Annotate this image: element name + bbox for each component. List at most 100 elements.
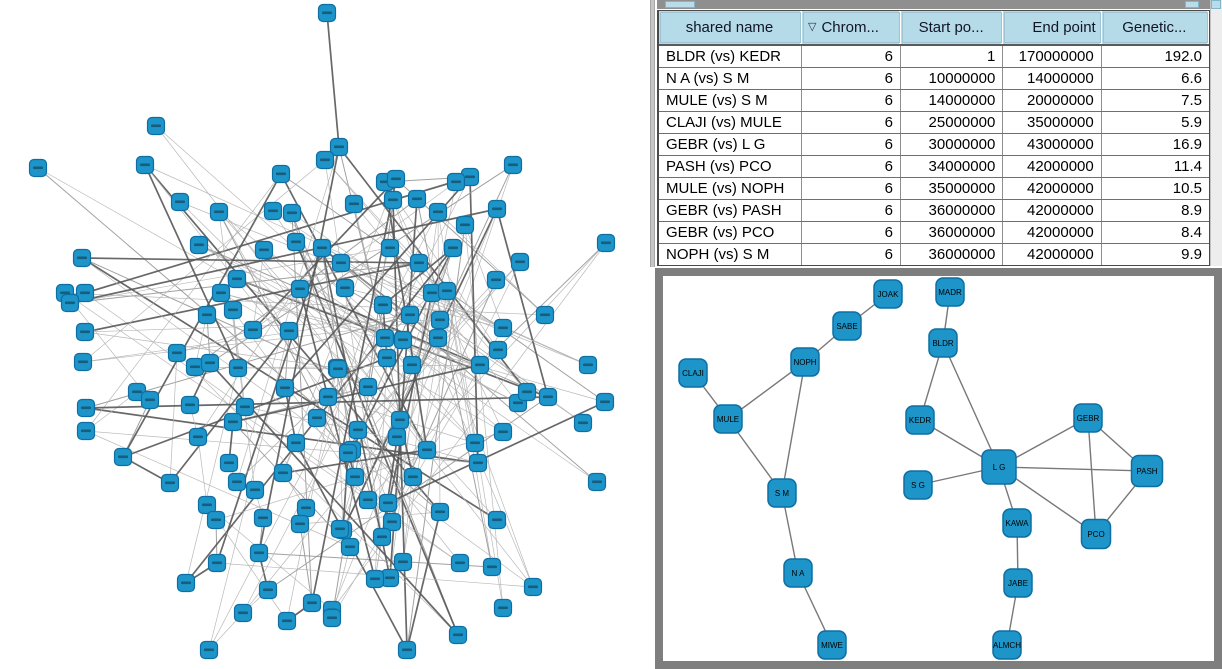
network-node[interactable] bbox=[382, 512, 402, 532]
network-edge[interactable] bbox=[242, 176, 471, 614]
network-node[interactable] bbox=[428, 328, 448, 348]
network-edge[interactable] bbox=[198, 244, 519, 404]
network-edge[interactable] bbox=[258, 146, 340, 554]
network-edge[interactable] bbox=[176, 329, 254, 354]
table-cell[interactable]: 42000000 bbox=[1003, 200, 1102, 221]
table-cell[interactable]: 36000000 bbox=[901, 244, 1004, 265]
network-node[interactable] bbox=[227, 269, 247, 289]
network-node[interactable] bbox=[338, 443, 358, 463]
network-node[interactable] bbox=[335, 278, 355, 298]
table-row[interactable]: GEBR (vs) L G 6 30000000 43000000 16.9 bbox=[659, 134, 1209, 156]
table-cell[interactable]: 5.9 bbox=[1181, 114, 1202, 131]
network-edge[interactable] bbox=[82, 159, 326, 363]
network-node[interactable] bbox=[493, 422, 513, 442]
column-header-shared-name[interactable]: shared name bbox=[659, 11, 802, 44]
subnetwork-node-PCO[interactable]: PCO bbox=[1080, 518, 1112, 550]
table-cell[interactable]: 6 bbox=[802, 46, 901, 67]
table-row[interactable]: PASH (vs) PCO 6 34000000 42000000 11.4 bbox=[659, 156, 1209, 178]
network-node[interactable] bbox=[487, 199, 507, 219]
network-node[interactable] bbox=[330, 519, 350, 539]
network-node[interactable] bbox=[430, 502, 450, 522]
table-cell[interactable]: N A (vs) S M bbox=[659, 68, 802, 89]
table-cell[interactable]: MULE (vs) NOPH bbox=[659, 178, 802, 199]
network-edge[interactable] bbox=[232, 364, 481, 423]
table-cell[interactable]: 6 bbox=[802, 222, 901, 243]
network-node[interactable] bbox=[146, 116, 166, 136]
network-node[interactable] bbox=[160, 473, 180, 493]
table-cell[interactable]: 11.4 bbox=[1173, 158, 1202, 175]
subnetwork-panel[interactable]: JOAK SABE NOPH CLAJI MULE S M N A MIWE MADR BLDR K… bbox=[655, 268, 1222, 669]
network-edge[interactable] bbox=[382, 247, 454, 306]
network-node[interactable] bbox=[329, 137, 349, 157]
column-header-genetic[interactable]: Genetic... bbox=[1101, 11, 1209, 44]
network-edge[interactable] bbox=[197, 436, 208, 506]
table-cell[interactable]: 7.5 bbox=[1181, 92, 1202, 109]
network-node[interactable] bbox=[517, 382, 537, 402]
network-node[interactable] bbox=[331, 253, 351, 273]
table-row[interactable]: MULE (vs) S M 6 14000000 20000000 7.5 bbox=[659, 90, 1209, 112]
network-node[interactable] bbox=[263, 201, 283, 221]
network-node[interactable] bbox=[318, 387, 338, 407]
network-edge[interactable] bbox=[387, 401, 606, 504]
network-node[interactable] bbox=[375, 328, 395, 348]
network-node[interactable] bbox=[482, 557, 502, 577]
network-node[interactable] bbox=[595, 392, 615, 412]
table-cell[interactable]: NOPH (vs) S M bbox=[659, 244, 802, 265]
network-node[interactable] bbox=[209, 202, 229, 222]
subnetwork-node-JOAK[interactable]: JOAK bbox=[873, 279, 903, 309]
scrollbar-thumb-right[interactable] bbox=[1185, 1, 1199, 8]
network-node[interactable] bbox=[407, 189, 427, 209]
network-edge[interactable] bbox=[464, 224, 504, 609]
subnetwork-node-SG[interactable]: S G bbox=[903, 470, 933, 500]
network-edge[interactable] bbox=[291, 212, 313, 604]
network-node[interactable] bbox=[307, 408, 327, 428]
subnetwork-node-CLAJI[interactable]: CLAJI bbox=[678, 358, 708, 388]
table-cell[interactable]: 6 bbox=[802, 200, 901, 221]
network-node[interactable] bbox=[448, 625, 468, 645]
network-node[interactable] bbox=[296, 498, 316, 518]
network-node[interactable] bbox=[189, 235, 209, 255]
network-edge[interactable] bbox=[406, 511, 441, 651]
network-node[interactable] bbox=[340, 537, 360, 557]
table-cell[interactable]: 8.9 bbox=[1181, 202, 1202, 219]
network-node[interactable] bbox=[302, 593, 322, 613]
subnetwork-node-MULE[interactable]: MULE bbox=[713, 404, 743, 434]
network-node[interactable] bbox=[328, 359, 348, 379]
table-cell[interactable]: 10.5 bbox=[1172, 180, 1202, 197]
table-cell[interactable]: 6 bbox=[802, 90, 901, 111]
network-edge[interactable] bbox=[232, 421, 351, 548]
table-cell[interactable]: 1 bbox=[901, 46, 1004, 67]
column-header-end-point[interactable]: End point bbox=[1003, 11, 1102, 44]
table-cell[interactable]: 6 bbox=[802, 68, 901, 89]
network-edge[interactable] bbox=[220, 292, 290, 332]
table-cell[interactable]: 14000000 bbox=[901, 90, 1004, 111]
network-edge[interactable] bbox=[236, 146, 340, 483]
network-node[interactable] bbox=[271, 164, 291, 184]
table-cell[interactable]: 16.9 bbox=[1172, 136, 1202, 153]
network-edge[interactable] bbox=[342, 452, 349, 531]
network-node[interactable] bbox=[76, 398, 96, 418]
network-edge[interactable] bbox=[216, 247, 323, 564]
network-edge[interactable] bbox=[69, 208, 498, 304]
network-edge[interactable] bbox=[324, 159, 499, 351]
network-node[interactable] bbox=[468, 453, 488, 473]
subnetwork-node-PASH[interactable]: PASH bbox=[1130, 454, 1164, 488]
table-cell[interactable]: 6 bbox=[802, 112, 901, 133]
network-edge[interactable] bbox=[353, 203, 519, 404]
filter-icon[interactable]: ▽ bbox=[808, 21, 817, 33]
network-node[interactable] bbox=[167, 343, 187, 363]
network-edge[interactable] bbox=[144, 164, 239, 369]
network-node[interactable] bbox=[578, 355, 598, 375]
network-edge[interactable] bbox=[85, 173, 282, 432]
network-node[interactable] bbox=[170, 192, 190, 212]
vertical-scrollbar-gutter[interactable] bbox=[1210, 0, 1222, 266]
network-node[interactable] bbox=[290, 514, 310, 534]
network-edge[interactable] bbox=[218, 211, 356, 478]
network-node[interactable] bbox=[223, 412, 243, 432]
table-row[interactable]: BLDR (vs) KEDR 6 1 170000000 192.0 bbox=[659, 46, 1209, 68]
network-node[interactable] bbox=[176, 573, 196, 593]
network-node[interactable] bbox=[235, 397, 255, 417]
network-edge[interactable] bbox=[351, 261, 521, 451]
subnetwork-node-KAWA[interactable]: KAWA bbox=[1002, 508, 1032, 538]
network-node[interactable] bbox=[387, 427, 407, 447]
